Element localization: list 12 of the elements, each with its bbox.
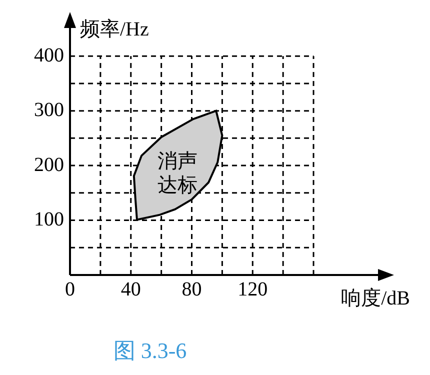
x-tick-label: 80 (182, 278, 202, 300)
annotation: 消声达标 (158, 150, 198, 197)
y-tick-label: 200 (34, 154, 64, 176)
y-axis-title: 频率/Hz (80, 18, 149, 40)
x-tick-label: 40 (120, 278, 141, 300)
y-tick-label: 100 (34, 208, 64, 231)
x-tick-label: 0 (65, 278, 75, 300)
y-tick-label: 300 (34, 99, 64, 122)
y-tick-label: 400 (34, 44, 64, 66)
caption: 图 3.3-6 (113, 338, 187, 363)
x-axis-title: 响度/dB (341, 287, 410, 310)
x-tick-label: 120 (238, 278, 268, 300)
